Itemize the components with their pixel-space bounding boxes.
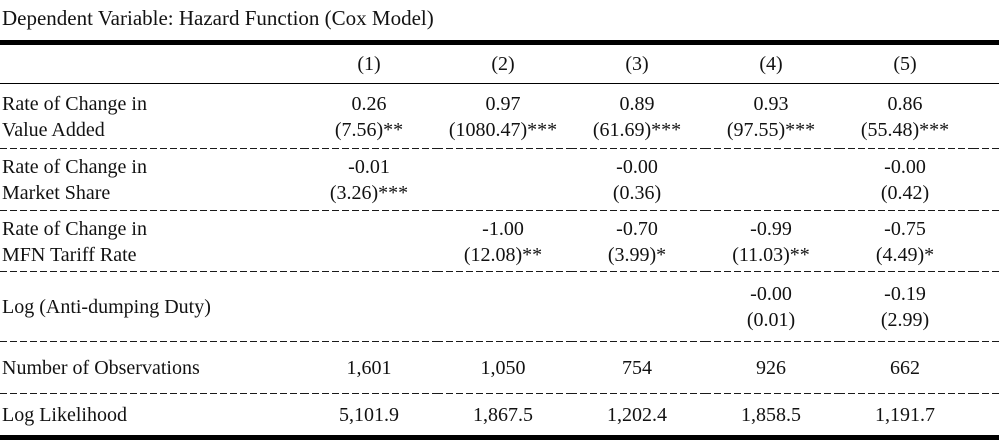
coef-cell: -0.75 (4.49)* — [838, 211, 972, 272]
row-label: Rate of Change in MFN Tariff Rate — [0, 211, 302, 272]
header-col-2: (2) — [436, 42, 570, 84]
value-cell: 5,101.9 — [339, 403, 399, 426]
t-statistic: (2.99) — [880, 309, 930, 331]
spacer-cell — [972, 272, 999, 342]
coefficient: 0.89 — [619, 92, 655, 115]
row-label: Rate of Change in Value Added — [0, 83, 302, 149]
coef-cell: 0.89 (61.69)*** — [570, 83, 704, 149]
t-statistic: (3.26)*** — [329, 182, 409, 204]
coefficient: -0.75 — [884, 217, 926, 240]
header-col-1: (1) — [302, 42, 436, 84]
header-spacer-cell — [972, 42, 999, 84]
t-statistic: (0.36) — [612, 182, 662, 204]
value-cell: 1,050 — [436, 342, 570, 394]
coef-cell: -0.01 (3.26)*** — [302, 149, 436, 211]
value-cell: 1,867.5 — [473, 403, 533, 426]
row-value-added: Rate of Change in Value Added 0.26 (7.56… — [0, 83, 999, 149]
coefficient: -0.70 — [616, 217, 658, 240]
coefficient: -1.00 — [482, 217, 524, 240]
row-label-line2: Market Share — [2, 182, 111, 204]
header-col-4: (4) — [704, 42, 838, 84]
spacer-cell — [972, 149, 999, 211]
t-statistic: (61.69)*** — [592, 118, 682, 141]
value-cell: 1,858.5 — [741, 403, 801, 426]
row-label: Log Likelihood — [2, 403, 127, 426]
header-col-5: (5) — [838, 42, 972, 84]
row-label-line1: Log (Anti-dumping Duty) — [2, 296, 211, 318]
value-cell: 662 — [838, 342, 972, 394]
t-statistic: (7.56)** — [334, 118, 404, 141]
row-antidumping-duty: Log (Anti-dumping Duty) -0.00 (0.01) -0.… — [0, 272, 999, 342]
coef-cell: -0.99 (11.03)** — [704, 211, 838, 272]
t-statistic: (0.01) — [746, 309, 796, 331]
value-cell: 1,191.7 — [875, 403, 935, 426]
t-statistic: (1080.47)*** — [448, 118, 558, 141]
t-statistic: (55.48)*** — [860, 118, 950, 141]
t-statistic: (4.49)* — [875, 243, 935, 266]
coef-cell — [302, 211, 436, 272]
row-label-line2: Value Added — [2, 118, 105, 141]
row-market-share: Rate of Change in Market Share -0.01 (3.… — [0, 149, 999, 211]
coef-cell: -0.70 (3.99)* — [570, 211, 704, 272]
coefficient: -0.00 — [616, 156, 658, 178]
header-label-cell — [0, 42, 302, 84]
coef-cell — [436, 272, 570, 342]
coef-cell: -1.00 (12.08)** — [436, 211, 570, 272]
row-label: Rate of Change in Market Share — [0, 149, 302, 211]
row-label: Number of Observations — [0, 342, 302, 394]
coefficient: 0.26 — [351, 92, 387, 115]
coef-cell: 0.93 (97.55)*** — [704, 83, 838, 149]
coefficient: -0.99 — [750, 217, 792, 240]
coefficient: 0.93 — [753, 92, 789, 115]
coef-cell: 0.86 (55.48)*** — [838, 83, 972, 149]
t-statistic: (3.99)* — [607, 243, 667, 266]
row-log-likelihood: Log Likelihood 5,101.9 1,867.5 1,202.4 1… — [0, 394, 999, 438]
row-label-line1: Rate of Change in — [2, 217, 147, 240]
coef-cell: -0.00 (0.36) — [570, 149, 704, 211]
coef-cell — [704, 149, 838, 211]
row-label: Log (Anti-dumping Duty) — [0, 272, 302, 342]
header-col-3: (3) — [570, 42, 704, 84]
coefficient: -0.00 — [750, 283, 792, 305]
coef-cell — [302, 272, 436, 342]
spacer-cell — [972, 342, 999, 394]
t-statistic: (12.08)** — [463, 243, 543, 266]
row-observations: Number of Observations 1,601 1,050 754 9… — [0, 342, 999, 394]
table-title: Dependent Variable: Hazard Function (Cox… — [2, 6, 434, 30]
value-cell: 754 — [570, 342, 704, 394]
t-statistic: (11.03)** — [732, 243, 810, 266]
coef-cell: 0.26 (7.56)** — [302, 83, 436, 149]
spacer-cell — [972, 394, 999, 438]
coef-cell — [436, 149, 570, 211]
value-cell: 1,202.4 — [607, 403, 667, 426]
table-header: (1) (2) (3) (4) (5) — [0, 42, 999, 84]
coefficient: -0.19 — [884, 283, 926, 305]
value-cell: 1,601 — [302, 342, 436, 394]
spacer-cell — [972, 211, 999, 272]
coef-cell: -0.19 (2.99) — [838, 272, 972, 342]
row-label-line1: Rate of Change in — [2, 92, 147, 115]
t-statistic: (97.55)*** — [726, 118, 816, 141]
coefficient: -0.01 — [348, 156, 390, 178]
row-mfn-tariff-rate: Rate of Change in MFN Tariff Rate -1.00 … — [0, 211, 999, 272]
coefficient: 0.86 — [887, 92, 923, 115]
row-label-line1: Rate of Change in — [2, 156, 147, 178]
coef-cell: -0.00 (0.42) — [838, 149, 972, 211]
coefficient: -0.00 — [884, 156, 926, 178]
row-label-line2: MFN Tariff Rate — [2, 243, 137, 266]
table-body: Rate of Change in Value Added 0.26 (7.56… — [0, 83, 999, 438]
t-statistic: (0.42) — [880, 182, 930, 204]
coef-cell: -0.00 (0.01) — [704, 272, 838, 342]
coef-cell: 0.97 (1080.47)*** — [436, 83, 570, 149]
header-row: (1) (2) (3) (4) (5) — [0, 42, 999, 84]
coefficient: 0.97 — [485, 92, 521, 115]
regression-table: (1) (2) (3) (4) (5) Rate of Change in Va… — [0, 40, 999, 440]
spacer-cell — [972, 83, 999, 149]
value-cell: 926 — [704, 342, 838, 394]
coef-cell — [570, 272, 704, 342]
